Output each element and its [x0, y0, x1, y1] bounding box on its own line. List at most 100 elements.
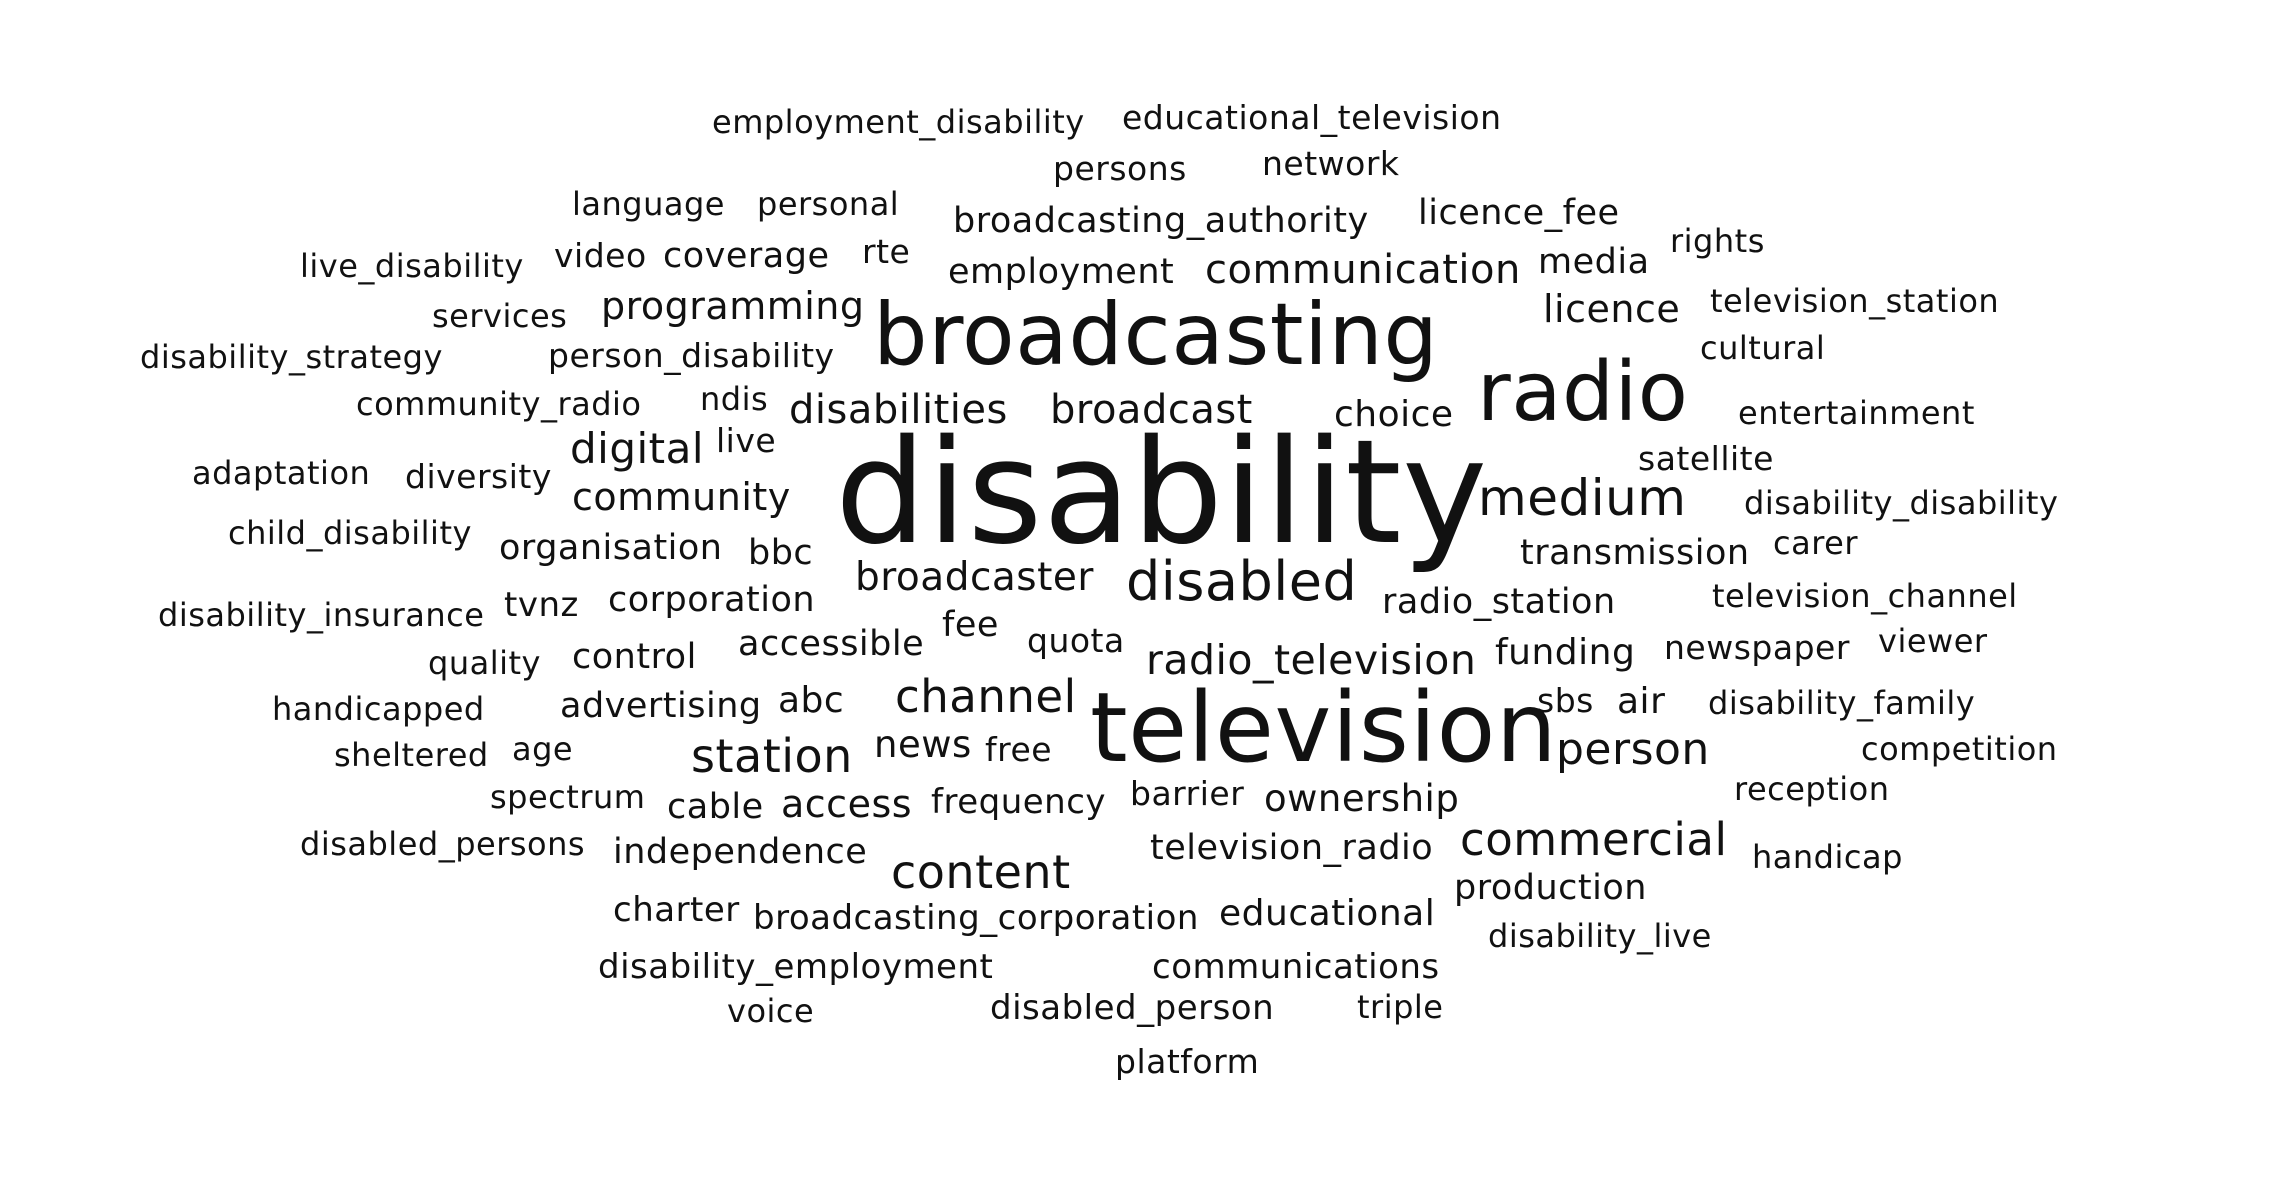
word: persons	[1053, 149, 1187, 188]
word: station	[691, 729, 853, 783]
word: entertainment	[1738, 394, 1975, 432]
word: commercial	[1460, 813, 1728, 866]
word: licence	[1543, 287, 1681, 331]
word: voice	[727, 992, 815, 1030]
word: news	[874, 723, 972, 766]
word: adaptation	[192, 454, 371, 492]
word: broadcaster	[855, 555, 1094, 600]
word: broadcasting	[873, 285, 1439, 385]
word: ndis	[700, 380, 769, 418]
word: quality	[428, 644, 541, 682]
word: community	[572, 475, 791, 519]
word: access	[781, 782, 913, 826]
word: person	[1556, 724, 1710, 775]
word: organisation	[499, 528, 723, 568]
word: control	[572, 637, 697, 677]
word: educational	[1219, 893, 1436, 934]
word: ownership	[1264, 777, 1460, 820]
word: disability_employment	[598, 947, 994, 987]
word: programming	[601, 284, 865, 328]
word: services	[432, 297, 568, 335]
word: handicap	[1752, 838, 1903, 876]
word: production	[1454, 868, 1647, 908]
word: rights	[1670, 222, 1765, 260]
word: independence	[613, 832, 868, 872]
word: television	[1090, 672, 1558, 784]
word: rte	[862, 232, 911, 271]
word: disabled_persons	[300, 825, 586, 863]
word: age	[512, 730, 574, 768]
word: disability_family	[1708, 684, 1976, 722]
word: channel	[895, 670, 1077, 723]
word: live	[716, 421, 777, 460]
word: language	[572, 185, 725, 223]
word: person_disability	[548, 336, 835, 375]
word: disability_disability	[1744, 484, 2059, 522]
word: broadcast	[1050, 387, 1253, 433]
word: free	[985, 730, 1053, 769]
word: educational_television	[1122, 98, 1502, 137]
word: reception	[1734, 770, 1890, 808]
word: spectrum	[490, 778, 646, 816]
word: competition	[1861, 730, 2058, 768]
word: network	[1262, 144, 1400, 183]
word: triple	[1357, 988, 1444, 1026]
word: funding	[1495, 632, 1636, 673]
word: corporation	[608, 580, 816, 620]
word: radio_television	[1146, 636, 1477, 684]
word: handicapped	[272, 690, 485, 728]
word: child_disability	[228, 514, 472, 552]
word: barrier	[1130, 774, 1245, 813]
word: transmission	[1520, 533, 1750, 573]
word: personal	[757, 185, 900, 223]
word: bbc	[748, 533, 814, 573]
word: tvnz	[504, 585, 579, 625]
word: cable	[667, 787, 764, 827]
word: employment	[948, 252, 1175, 292]
word: diversity	[405, 457, 552, 496]
word: television_station	[1710, 282, 2000, 320]
word: digital	[570, 424, 705, 473]
word: medium	[1478, 469, 1687, 527]
word: disabled	[1126, 550, 1358, 613]
word: disability_insurance	[158, 596, 485, 634]
word: choice	[1334, 394, 1454, 435]
word: air	[1617, 681, 1666, 722]
word: disability_strategy	[140, 338, 443, 376]
word: carer	[1773, 524, 1858, 562]
word: quota	[1027, 621, 1125, 660]
word: television_channel	[1712, 577, 2018, 615]
word: content	[891, 845, 1071, 899]
word: communications	[1152, 947, 1440, 987]
word: newspaper	[1664, 628, 1850, 667]
word: communication	[1205, 247, 1521, 293]
word: frequency	[931, 782, 1107, 822]
word: video	[554, 236, 647, 275]
word: sbs	[1537, 681, 1594, 720]
word: charter	[613, 890, 740, 930]
word: disabled_person	[990, 988, 1275, 1028]
word: licence_fee	[1418, 193, 1620, 233]
word: media	[1538, 242, 1650, 282]
word: sheltered	[334, 736, 489, 774]
word: viewer	[1878, 622, 1988, 660]
word: disability	[835, 408, 1488, 576]
word: live_disability	[300, 247, 524, 285]
word: radio	[1477, 345, 1689, 440]
word: television_radio	[1150, 828, 1434, 868]
word: disabilities	[789, 387, 1008, 433]
word: disability_live	[1488, 917, 1712, 955]
word: advertising	[560, 686, 762, 726]
word: employment_disability	[712, 103, 1085, 141]
word: cultural	[1700, 329, 1826, 367]
word: broadcasting_corporation	[753, 898, 1199, 938]
word: satellite	[1638, 439, 1774, 478]
word: platform	[1115, 1042, 1260, 1081]
word: coverage	[663, 236, 830, 276]
word: community_radio	[356, 385, 642, 423]
word: abc	[778, 680, 845, 721]
word: accessible	[738, 624, 925, 664]
word: fee	[942, 605, 999, 645]
word: broadcasting_authority	[953, 201, 1369, 241]
